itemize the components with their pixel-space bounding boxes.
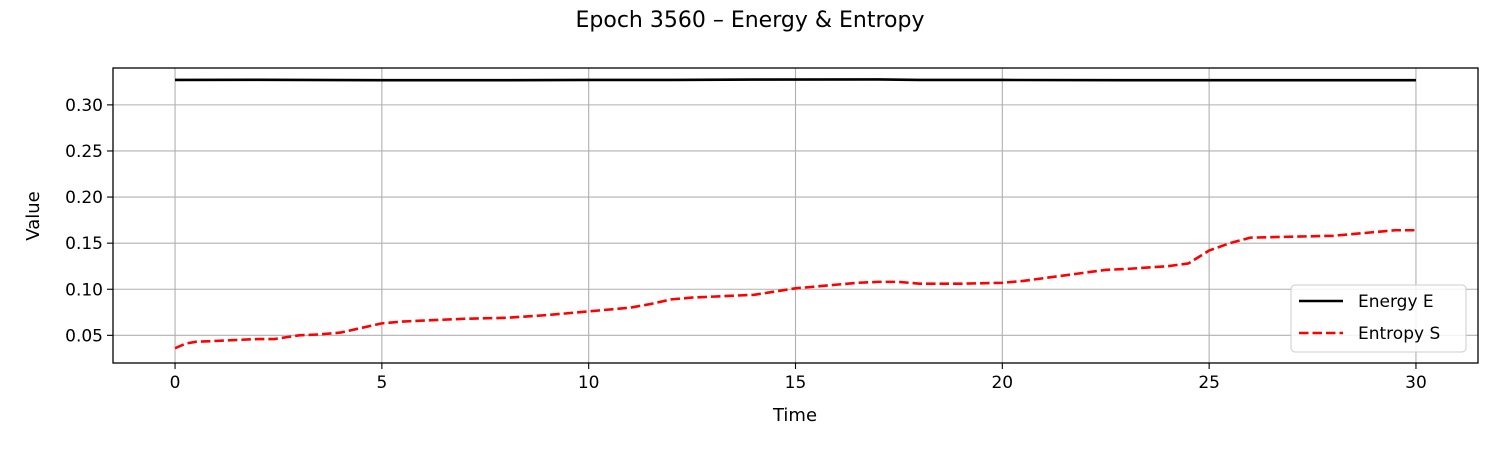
ticks: 0 5 10 15 20 25 30 0.05 0.10 0.15 0.20 0.25 0.30 (65, 96, 1427, 393)
legend: Energy E Entropy S (1290, 284, 1467, 353)
y-tick-label: 0.20 (65, 188, 103, 208)
x-tick-label: 0 (170, 373, 181, 393)
legend-label-energy: Energy E (1358, 292, 1434, 312)
y-axis-label: Value (23, 191, 44, 240)
y-tick-label: 0.10 (65, 280, 103, 300)
x-tick-label: 20 (991, 373, 1013, 393)
x-axis-label: Time (772, 405, 817, 426)
x-tick-label: 30 (1405, 373, 1427, 393)
series-layer (174, 78, 1416, 350)
series-line-entropy (174, 228, 1416, 350)
chart-title: Epoch 3560 – Energy & Entropy (576, 8, 925, 33)
y-tick-label: 0.25 (65, 142, 103, 162)
legend-label-entropy: Entropy S (1358, 324, 1440, 344)
x-tick-label: 10 (578, 373, 600, 393)
x-tick-label: 5 (376, 373, 387, 393)
y-tick-label: 0.15 (65, 234, 103, 254)
y-tick-label: 0.05 (65, 326, 103, 346)
series-line-energy (175, 78, 1416, 82)
grid (113, 68, 1478, 363)
x-tick-label: 25 (1198, 373, 1220, 393)
x-tick-label: 15 (785, 373, 807, 393)
y-tick-label: 0.30 (65, 96, 103, 116)
